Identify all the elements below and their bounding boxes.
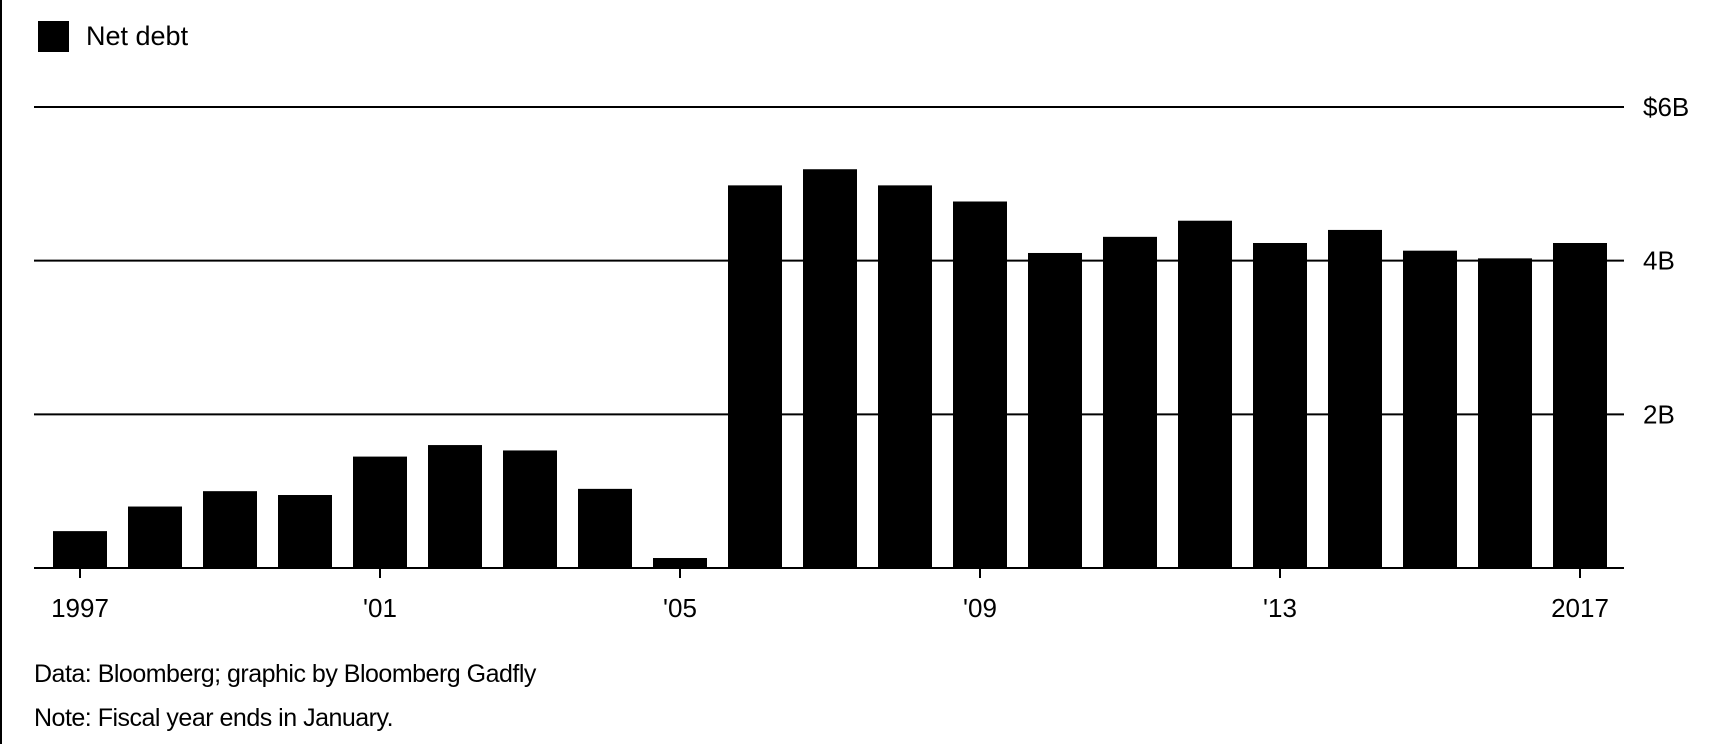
bar-2008 xyxy=(878,185,932,568)
bar-2017 xyxy=(1553,242,1607,568)
bar-2001 xyxy=(353,456,407,568)
y-axis-labels: 2B 4B $6B xyxy=(1643,92,1689,429)
bar-2004 xyxy=(578,488,632,568)
x-axis xyxy=(34,567,1624,578)
x-tick-label-2005: '05 xyxy=(663,593,697,623)
bar-2010 xyxy=(1028,252,1082,568)
x-tick-label-2001: '01 xyxy=(363,593,397,623)
y-tick-label-6: $6B xyxy=(1643,92,1689,122)
bar-2005 xyxy=(653,558,707,568)
x-axis-labels: 1997 '01 '05 '09 '13 2017 xyxy=(51,593,1609,623)
legend-label-net-debt: Net debt xyxy=(86,21,189,51)
x-tick-label-2013: '13 xyxy=(1263,593,1297,623)
y-tick-label-2: 2B xyxy=(1643,399,1675,429)
bar-2002 xyxy=(428,445,482,568)
bar-2011 xyxy=(1103,236,1157,568)
bar-2006 xyxy=(728,185,782,568)
bars xyxy=(53,169,1607,569)
left-border xyxy=(0,0,2,744)
bar-1997 xyxy=(53,531,107,568)
bar-2015 xyxy=(1403,250,1457,568)
x-tick-label-1997: 1997 xyxy=(51,593,109,623)
bar-2009 xyxy=(953,201,1007,568)
bar-2003 xyxy=(503,450,557,568)
bar-1999 xyxy=(203,491,257,568)
bar-2016 xyxy=(1478,258,1532,568)
source-note: Data: Bloomberg; graphic by Bloomberg Ga… xyxy=(34,660,536,688)
bar-2013 xyxy=(1253,242,1307,568)
x-tick-label-2009: '09 xyxy=(963,593,997,623)
bar-2014 xyxy=(1328,229,1382,568)
legend-swatch-net-debt xyxy=(38,20,69,52)
bar-1998 xyxy=(128,506,182,568)
bar-2012 xyxy=(1178,220,1232,569)
fiscal-year-note: Note: Fiscal year ends in January. xyxy=(34,704,394,732)
bar-2007 xyxy=(803,169,857,569)
x-tick-label-2017: 2017 xyxy=(1551,593,1609,623)
bar-2000 xyxy=(278,495,332,568)
y-tick-label-4: 4B xyxy=(1643,246,1675,276)
legend: Net debt xyxy=(38,20,188,52)
